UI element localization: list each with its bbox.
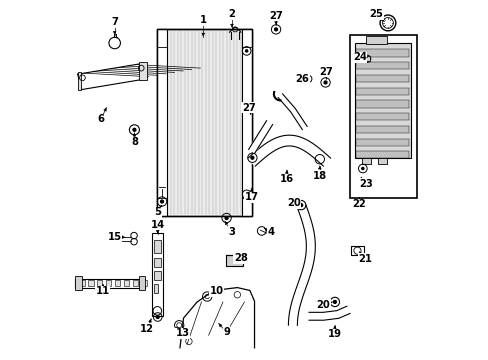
Text: 14: 14 — [150, 220, 164, 230]
Circle shape — [224, 217, 227, 220]
Polygon shape — [180, 288, 254, 348]
Text: 6: 6 — [98, 114, 104, 124]
Text: 16: 16 — [279, 174, 293, 184]
Text: 4: 4 — [267, 227, 274, 237]
Text: 5: 5 — [154, 207, 161, 217]
Bar — [154, 271, 160, 280]
Bar — [78, 72, 81, 90]
Bar — [156, 30, 166, 216]
Text: 17: 17 — [244, 192, 258, 202]
Polygon shape — [278, 94, 306, 130]
Text: 2: 2 — [228, 9, 235, 19]
Text: 12: 12 — [140, 324, 154, 334]
Text: 27: 27 — [268, 11, 283, 21]
Bar — [356, 49, 408, 57]
Polygon shape — [78, 63, 145, 90]
Bar — [225, 255, 243, 266]
Bar — [356, 113, 408, 120]
Bar — [97, 280, 102, 286]
Bar — [154, 240, 160, 253]
Bar — [356, 87, 408, 95]
Bar — [142, 280, 147, 286]
Bar — [356, 139, 408, 146]
Circle shape — [306, 78, 309, 80]
Bar — [363, 56, 369, 61]
Bar — [75, 276, 81, 290]
Bar — [105, 280, 111, 286]
Bar — [378, 158, 386, 164]
Circle shape — [318, 158, 321, 161]
Text: 26: 26 — [295, 74, 309, 84]
Text: 8: 8 — [131, 138, 138, 147]
Text: 10: 10 — [209, 286, 223, 296]
Bar — [349, 35, 416, 198]
Bar — [79, 280, 84, 286]
Circle shape — [333, 301, 336, 303]
Text: 19: 19 — [327, 329, 341, 339]
Bar — [156, 30, 251, 216]
Polygon shape — [308, 306, 349, 320]
Bar — [354, 43, 410, 158]
Bar — [241, 30, 251, 216]
Text: 24: 24 — [352, 52, 366, 62]
Text: 18: 18 — [312, 171, 326, 181]
Text: 28: 28 — [233, 253, 247, 263]
Text: 13: 13 — [176, 328, 189, 338]
Text: 9: 9 — [223, 327, 229, 337]
Circle shape — [245, 50, 247, 52]
Polygon shape — [247, 135, 330, 166]
Bar — [115, 280, 120, 286]
Bar — [154, 258, 160, 267]
Circle shape — [274, 28, 277, 31]
Bar — [154, 284, 158, 293]
Text: 22: 22 — [352, 199, 366, 210]
Text: 7: 7 — [111, 17, 118, 27]
Text: 27: 27 — [319, 67, 332, 77]
Bar — [88, 280, 93, 286]
Circle shape — [250, 156, 253, 159]
Bar — [356, 75, 408, 82]
Circle shape — [299, 204, 302, 207]
Text: 27: 27 — [242, 103, 255, 113]
Bar — [362, 158, 370, 164]
Bar — [132, 280, 138, 286]
Circle shape — [156, 316, 159, 319]
Polygon shape — [248, 121, 272, 153]
Circle shape — [324, 81, 326, 84]
Bar — [351, 246, 363, 255]
Text: 23: 23 — [358, 179, 372, 189]
Text: 15: 15 — [107, 232, 122, 242]
Bar — [356, 151, 408, 158]
Bar — [123, 280, 129, 286]
Bar — [152, 233, 163, 316]
Circle shape — [160, 200, 163, 203]
Bar — [75, 279, 145, 288]
Bar — [365, 36, 386, 44]
Text: 20: 20 — [316, 300, 329, 310]
Bar — [356, 126, 408, 133]
Bar — [356, 100, 408, 108]
Circle shape — [133, 129, 136, 131]
Polygon shape — [288, 206, 315, 325]
Text: 11: 11 — [96, 286, 110, 296]
Circle shape — [361, 167, 363, 170]
Bar — [356, 62, 408, 69]
Bar — [139, 62, 146, 80]
Bar — [156, 30, 251, 216]
Bar — [139, 276, 145, 290]
Text: 20: 20 — [286, 198, 300, 208]
Text: 3: 3 — [228, 227, 235, 237]
Text: 21: 21 — [358, 254, 372, 264]
Text: 1: 1 — [199, 15, 206, 26]
Circle shape — [245, 193, 247, 195]
Text: 25: 25 — [369, 9, 383, 19]
